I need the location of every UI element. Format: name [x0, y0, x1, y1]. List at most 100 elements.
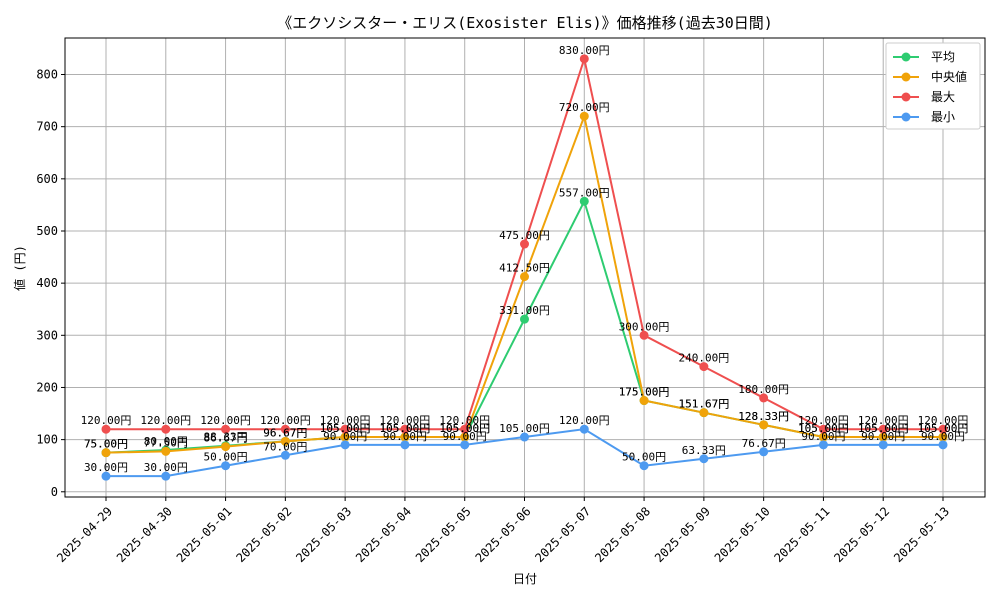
data-point	[280, 436, 290, 446]
data-label: 120.00円	[439, 414, 490, 427]
series-2	[101, 111, 948, 458]
data-label: 90.00円	[323, 430, 367, 443]
data-label: 77.50円	[144, 436, 188, 449]
data-label: 90.00円	[861, 430, 905, 443]
data-point	[161, 446, 171, 456]
data-label: 105.00円	[918, 422, 969, 435]
y-tick-label: 800	[36, 68, 58, 82]
data-point	[639, 461, 649, 471]
series-4	[101, 424, 948, 481]
x-tick-label: 2025-05-07	[532, 504, 593, 565]
data-point	[639, 330, 649, 340]
data-label: 105.00円	[380, 422, 431, 435]
series-3	[101, 54, 948, 434]
data-label: 63.33円	[682, 444, 726, 457]
legend-label: 平均	[931, 50, 955, 64]
y-tick-label: 300	[36, 328, 58, 342]
data-point	[759, 420, 769, 430]
data-label: 300.00円	[619, 320, 670, 333]
x-tick-label: 2025-04-29	[54, 504, 115, 565]
data-point	[878, 432, 888, 442]
data-point	[520, 314, 529, 324]
y-tick-label: 0	[51, 485, 58, 499]
data-label: 105.00円	[798, 422, 849, 435]
x-tick-label: 2025-05-04	[353, 504, 414, 565]
y-tick-label: 700	[36, 120, 58, 134]
data-label: 120.00円	[918, 414, 969, 427]
data-point	[101, 448, 111, 458]
legend-swatch-marker	[901, 52, 911, 62]
data-label: 105.00円	[320, 422, 371, 435]
legend-label: 最小	[931, 110, 955, 124]
x-tick-label: 2025-05-09	[652, 504, 713, 565]
data-label: 120.00円	[140, 414, 191, 427]
data-label: 90.00円	[383, 430, 427, 443]
data-point	[579, 196, 589, 206]
data-point	[818, 432, 828, 442]
y-axis-label: 値 (円)	[12, 245, 27, 291]
data-point	[818, 440, 828, 450]
data-point	[161, 471, 171, 481]
legend-label: 中央値	[931, 69, 967, 84]
data-label: 75.00円	[84, 438, 128, 451]
data-point	[579, 54, 589, 64]
y-tick-label: 600	[36, 172, 58, 186]
data-label: 90.00円	[921, 430, 965, 443]
data-point	[520, 239, 529, 249]
data-label: 105.00円	[499, 422, 550, 435]
series	[101, 54, 948, 481]
data-label: 70.00円	[263, 440, 307, 453]
y-tick-label: 400	[36, 276, 58, 290]
x-tick-label: 2025-05-03	[293, 504, 354, 565]
data-label: 331.00円	[499, 304, 550, 317]
data-label: 75.00円	[84, 438, 128, 451]
data-point	[639, 396, 649, 406]
data-point	[520, 432, 529, 442]
data-point	[460, 424, 470, 434]
data-label: 128.33円	[738, 410, 789, 423]
data-label: 96.67円	[263, 426, 307, 439]
x-tick-label: 2025-04-30	[114, 504, 175, 565]
data-point	[221, 442, 231, 452]
data-label: 105.00円	[918, 422, 969, 435]
data-label: 30.00円	[144, 461, 188, 474]
data-point	[280, 424, 290, 434]
legend-swatch-marker	[901, 72, 911, 82]
legend-swatch-marker	[901, 92, 911, 102]
data-label: 240.00円	[678, 352, 729, 365]
data-label: 105.00円	[380, 422, 431, 435]
data-label: 105.00円	[798, 422, 849, 435]
data-point	[221, 461, 231, 471]
data-label: 720.00円	[559, 101, 610, 114]
data-label: 50.00円	[204, 451, 248, 464]
x-tick-label: 2025-05-08	[592, 504, 653, 565]
y-tick-label: 500	[36, 224, 58, 238]
data-label: 50.00円	[622, 451, 666, 464]
data-label: 88.33円	[204, 431, 248, 444]
x-tick-label: 2025-05-11	[772, 504, 833, 565]
data-label: 90.00円	[801, 430, 845, 443]
data-label: 830.00円	[559, 44, 610, 57]
data-label: 30.00円	[84, 461, 128, 474]
legend-swatch-marker	[901, 112, 911, 122]
data-label: 120.00円	[798, 414, 849, 427]
data-label: 96.67円	[263, 426, 307, 439]
data-label: 105.00円	[439, 422, 490, 435]
x-tick-label: 2025-05-10	[712, 504, 773, 565]
data-label: 175.00円	[619, 386, 670, 399]
data-point	[460, 432, 470, 442]
x-tick-label: 2025-05-06	[473, 504, 534, 565]
data-label: 86.67円	[204, 432, 248, 445]
y-tick-label: 200	[36, 380, 58, 394]
x-tick-label: 2025-05-02	[233, 504, 294, 565]
data-point	[161, 424, 171, 434]
data-label: 180.00円	[738, 383, 789, 396]
data-point	[340, 440, 350, 450]
data-point	[818, 424, 828, 434]
data-label: 120.00円	[320, 414, 371, 427]
data-point	[759, 393, 769, 403]
data-point	[101, 471, 111, 481]
data-label: 120.00円	[559, 414, 610, 427]
data-label: 105.00円	[858, 422, 909, 435]
data-label: 120.00円	[260, 414, 311, 427]
